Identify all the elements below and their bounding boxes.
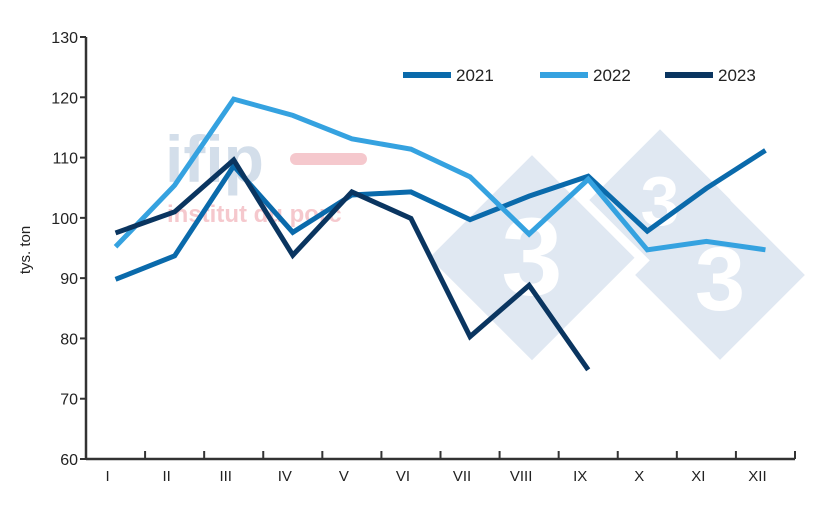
x-tick-label: V	[339, 468, 349, 485]
y-tick-label: 90	[60, 271, 78, 288]
legend: 2021 2022 2023	[403, 66, 756, 85]
x-tick-label: XI	[691, 468, 705, 485]
x-tick-label: VIII	[510, 468, 533, 485]
y-tick-label: 60	[60, 452, 78, 469]
y-tick-label: 100	[51, 211, 78, 228]
legend-label-2022: 2022	[593, 66, 631, 85]
legend-label-2021: 2021	[456, 66, 494, 85]
svg-text:3: 3	[641, 162, 680, 240]
x-tick-label: VI	[396, 468, 410, 485]
series-line-2022	[113, 96, 766, 253]
x-tick-label: I	[105, 468, 109, 485]
y-tick-label: 120	[51, 90, 78, 107]
series-line-2023	[114, 156, 591, 372]
x-tick-label: X	[634, 468, 644, 485]
series-lines	[113, 96, 767, 372]
y-tick-label: 70	[60, 392, 78, 409]
x-tick-label: IV	[278, 468, 292, 485]
y-tick-label: 110	[52, 151, 78, 168]
x-tick-label: III	[219, 468, 232, 485]
y-tick-label: 130	[51, 30, 78, 47]
x-tick-label: II	[162, 468, 170, 485]
y-axis-label: tys. ton	[17, 226, 34, 274]
series-line-2021	[114, 148, 767, 282]
x-tick-label: IX	[573, 468, 587, 485]
x-tick-label: XII	[748, 468, 766, 485]
x-tick-label: VII	[453, 468, 471, 485]
legend-label-2023: 2023	[718, 66, 756, 85]
y-tick-label: 80	[60, 331, 78, 348]
